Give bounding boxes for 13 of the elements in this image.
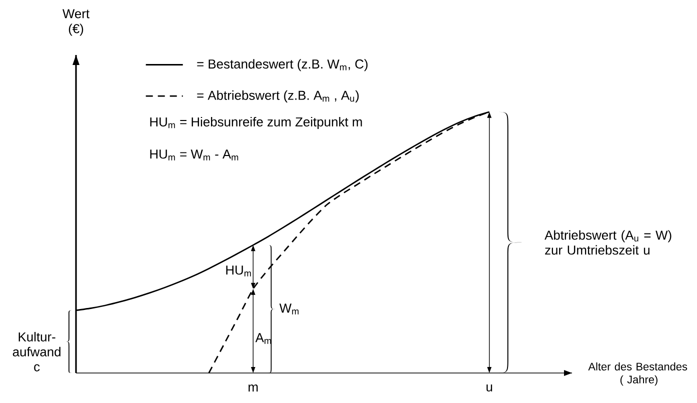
- annotation: A$_{m}$: [255, 333, 271, 344]
- legend-label: = Abtriebswert (z.B. A$_{m}$ , A$_{u}$): [197, 90, 359, 102]
- annotation: W$_{m}$: [279, 304, 299, 314]
- annotation: HU$_{m}$ = W$_{m}$ - A$_{m}$: [150, 150, 238, 160]
- text: Wert (€): [62, 9, 90, 36]
- annotation: HU$_{m}$ = Hiebsunreife zum Zeitpunkt m: [150, 116, 362, 130]
- x-tick-label: u: [486, 384, 492, 392]
- text: Kultur-aufwand c: [12, 332, 60, 372]
- text: Alter des Bestandes ( Jahre): [588, 362, 688, 386]
- annotation: HU$_{m}$: [226, 266, 251, 276]
- legend-label: = Bestandeswert (z.B. W$_{m}$, C): [197, 59, 368, 72]
- x-tick-label: m: [248, 384, 258, 392]
- text: Abtriebswert (A$_{u}$ = W) zur Umtriebszeit u: [544, 230, 672, 255]
